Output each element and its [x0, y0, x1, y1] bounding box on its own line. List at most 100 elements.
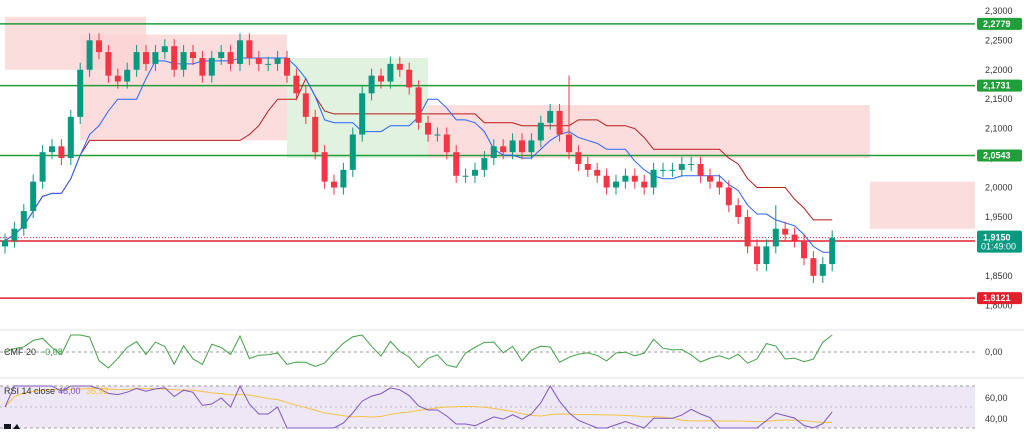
- price-tick-3: 2,1500: [985, 94, 1013, 104]
- candle-body-65: [613, 181, 619, 188]
- rsi-ma-line: [4, 387, 833, 424]
- ichimoku-cloud: [5, 16, 975, 229]
- candle-body-22: [208, 57, 215, 76]
- candle-body-59: [556, 110, 563, 135]
- candle-body-74: [697, 163, 704, 176]
- candle-body-36: [340, 169, 347, 188]
- cloud-segment-1: [80, 34, 287, 141]
- candle-body-40: [378, 75, 384, 82]
- candle-body-55: [519, 140, 525, 153]
- rsi-axis-tick-60: 60,00: [985, 393, 1008, 403]
- price-tick-4: 2,1000: [985, 124, 1013, 134]
- candle-body-30: [284, 57, 290, 76]
- level-badge-label-2: 2,0543: [983, 151, 1011, 161]
- rsi-label: RSI 14 close: [4, 386, 55, 396]
- candle-body-81: [763, 246, 770, 265]
- candle-body-84: [791, 234, 798, 241]
- candle-body-79: [744, 216, 751, 247]
- candle-body-75: [707, 175, 713, 182]
- candle-body-14: [133, 52, 140, 70]
- candle-body-12: [114, 75, 121, 82]
- level-badge-2: [977, 149, 1022, 162]
- candle-body-71: [669, 169, 676, 171]
- candle-body-76: [716, 181, 723, 188]
- candle-body-72: [678, 163, 685, 170]
- candle-body-70: [660, 169, 666, 171]
- candle-body-63: [594, 169, 601, 176]
- price-tick-1: 2,2500: [985, 35, 1013, 45]
- cmf-line: [4, 334, 833, 369]
- price-tick-6: 2,0000: [985, 183, 1013, 193]
- candle-body-18: [171, 46, 178, 70]
- candle-body-10: [96, 40, 102, 53]
- last-price-countdown: 01:49:00: [981, 242, 1016, 252]
- candle-body-37: [349, 134, 356, 170]
- candle-body-39: [368, 75, 375, 94]
- candle-body-43: [406, 69, 413, 88]
- candle-body-13: [124, 69, 131, 82]
- rsi-pane: RSI 14 close 48,00 36,92 60,00 40,00: [0, 384, 1008, 429]
- price-tick-2: 2,2000: [985, 65, 1013, 75]
- candle-body-19: [180, 52, 187, 70]
- candle-body-50: [472, 169, 478, 176]
- cloud-segment-2: [287, 57, 428, 159]
- level-badge-4: [977, 292, 1022, 305]
- candle-body-56: [528, 140, 535, 153]
- candle-body-87: [819, 264, 826, 276]
- candle-body-16: [152, 52, 159, 64]
- cloud-segment-4: [869, 181, 975, 229]
- candle-body-29: [274, 57, 281, 64]
- candle-body-53: [500, 146, 507, 153]
- candle-body-62: [584, 163, 591, 170]
- cmf-pane: CMF 20 −0,08 0,00: [0, 334, 1003, 369]
- candle-body-35: [331, 181, 337, 188]
- candle-body-5: [49, 146, 55, 153]
- candle-body-73: [688, 163, 695, 165]
- level-badge-1: [977, 79, 1022, 92]
- candle-body-66: [622, 175, 629, 182]
- candle-body-83: [782, 228, 789, 235]
- candle-body-33: [312, 116, 319, 153]
- candle-body-49: [462, 175, 469, 177]
- candle-body-9: [86, 40, 93, 70]
- price-tick-0: 2,3000: [985, 6, 1013, 16]
- candle-body-48: [453, 152, 460, 176]
- tradingview-logo-icon: [4, 424, 20, 429]
- candle-body-24: [227, 52, 234, 64]
- candle-body-46: [434, 134, 441, 136]
- candle-body-4: [39, 152, 46, 182]
- candle-body-2: [20, 211, 27, 229]
- candle-body-67: [631, 175, 638, 182]
- candle-body-86: [810, 258, 817, 276]
- candle-body-41: [387, 63, 394, 82]
- candle-body-42: [396, 63, 403, 70]
- candle-body-77: [725, 187, 732, 206]
- rsi-axis-tick-40: 40,00: [985, 414, 1008, 424]
- cmf-axis-tick: 0,00: [985, 347, 1003, 357]
- level-badges: 2,27792,17312,05431,90921,81211,915001:4…: [977, 17, 1022, 305]
- candle-body-17: [161, 46, 168, 53]
- level-badge-label-0: 2,2779: [983, 19, 1011, 29]
- level-badge-label-4: 1,8121: [983, 293, 1011, 303]
- candle-body-57: [537, 122, 544, 141]
- last-price-badge: [977, 230, 1022, 253]
- level-lines: [0, 23, 975, 299]
- candle-body-52: [490, 146, 497, 159]
- candle-body-0: [2, 240, 8, 247]
- candle-body-6: [58, 146, 65, 159]
- candle-body-23: [218, 52, 225, 58]
- candle-body-78: [735, 205, 742, 217]
- candle-body-80: [754, 246, 760, 265]
- last-price-label: 1,9150: [983, 233, 1011, 243]
- candle-body-34: [321, 152, 328, 182]
- candle-body-11: [105, 52, 112, 76]
- candle-body-82: [772, 228, 779, 247]
- candle-body-31: [293, 75, 300, 94]
- candle-body-60: [566, 134, 572, 153]
- candle-body-38: [359, 93, 366, 135]
- candle-body-27: [255, 57, 262, 64]
- candle-body-68: [641, 181, 648, 188]
- cmf-value: −0,08: [40, 347, 63, 357]
- candle-body-47: [443, 134, 450, 153]
